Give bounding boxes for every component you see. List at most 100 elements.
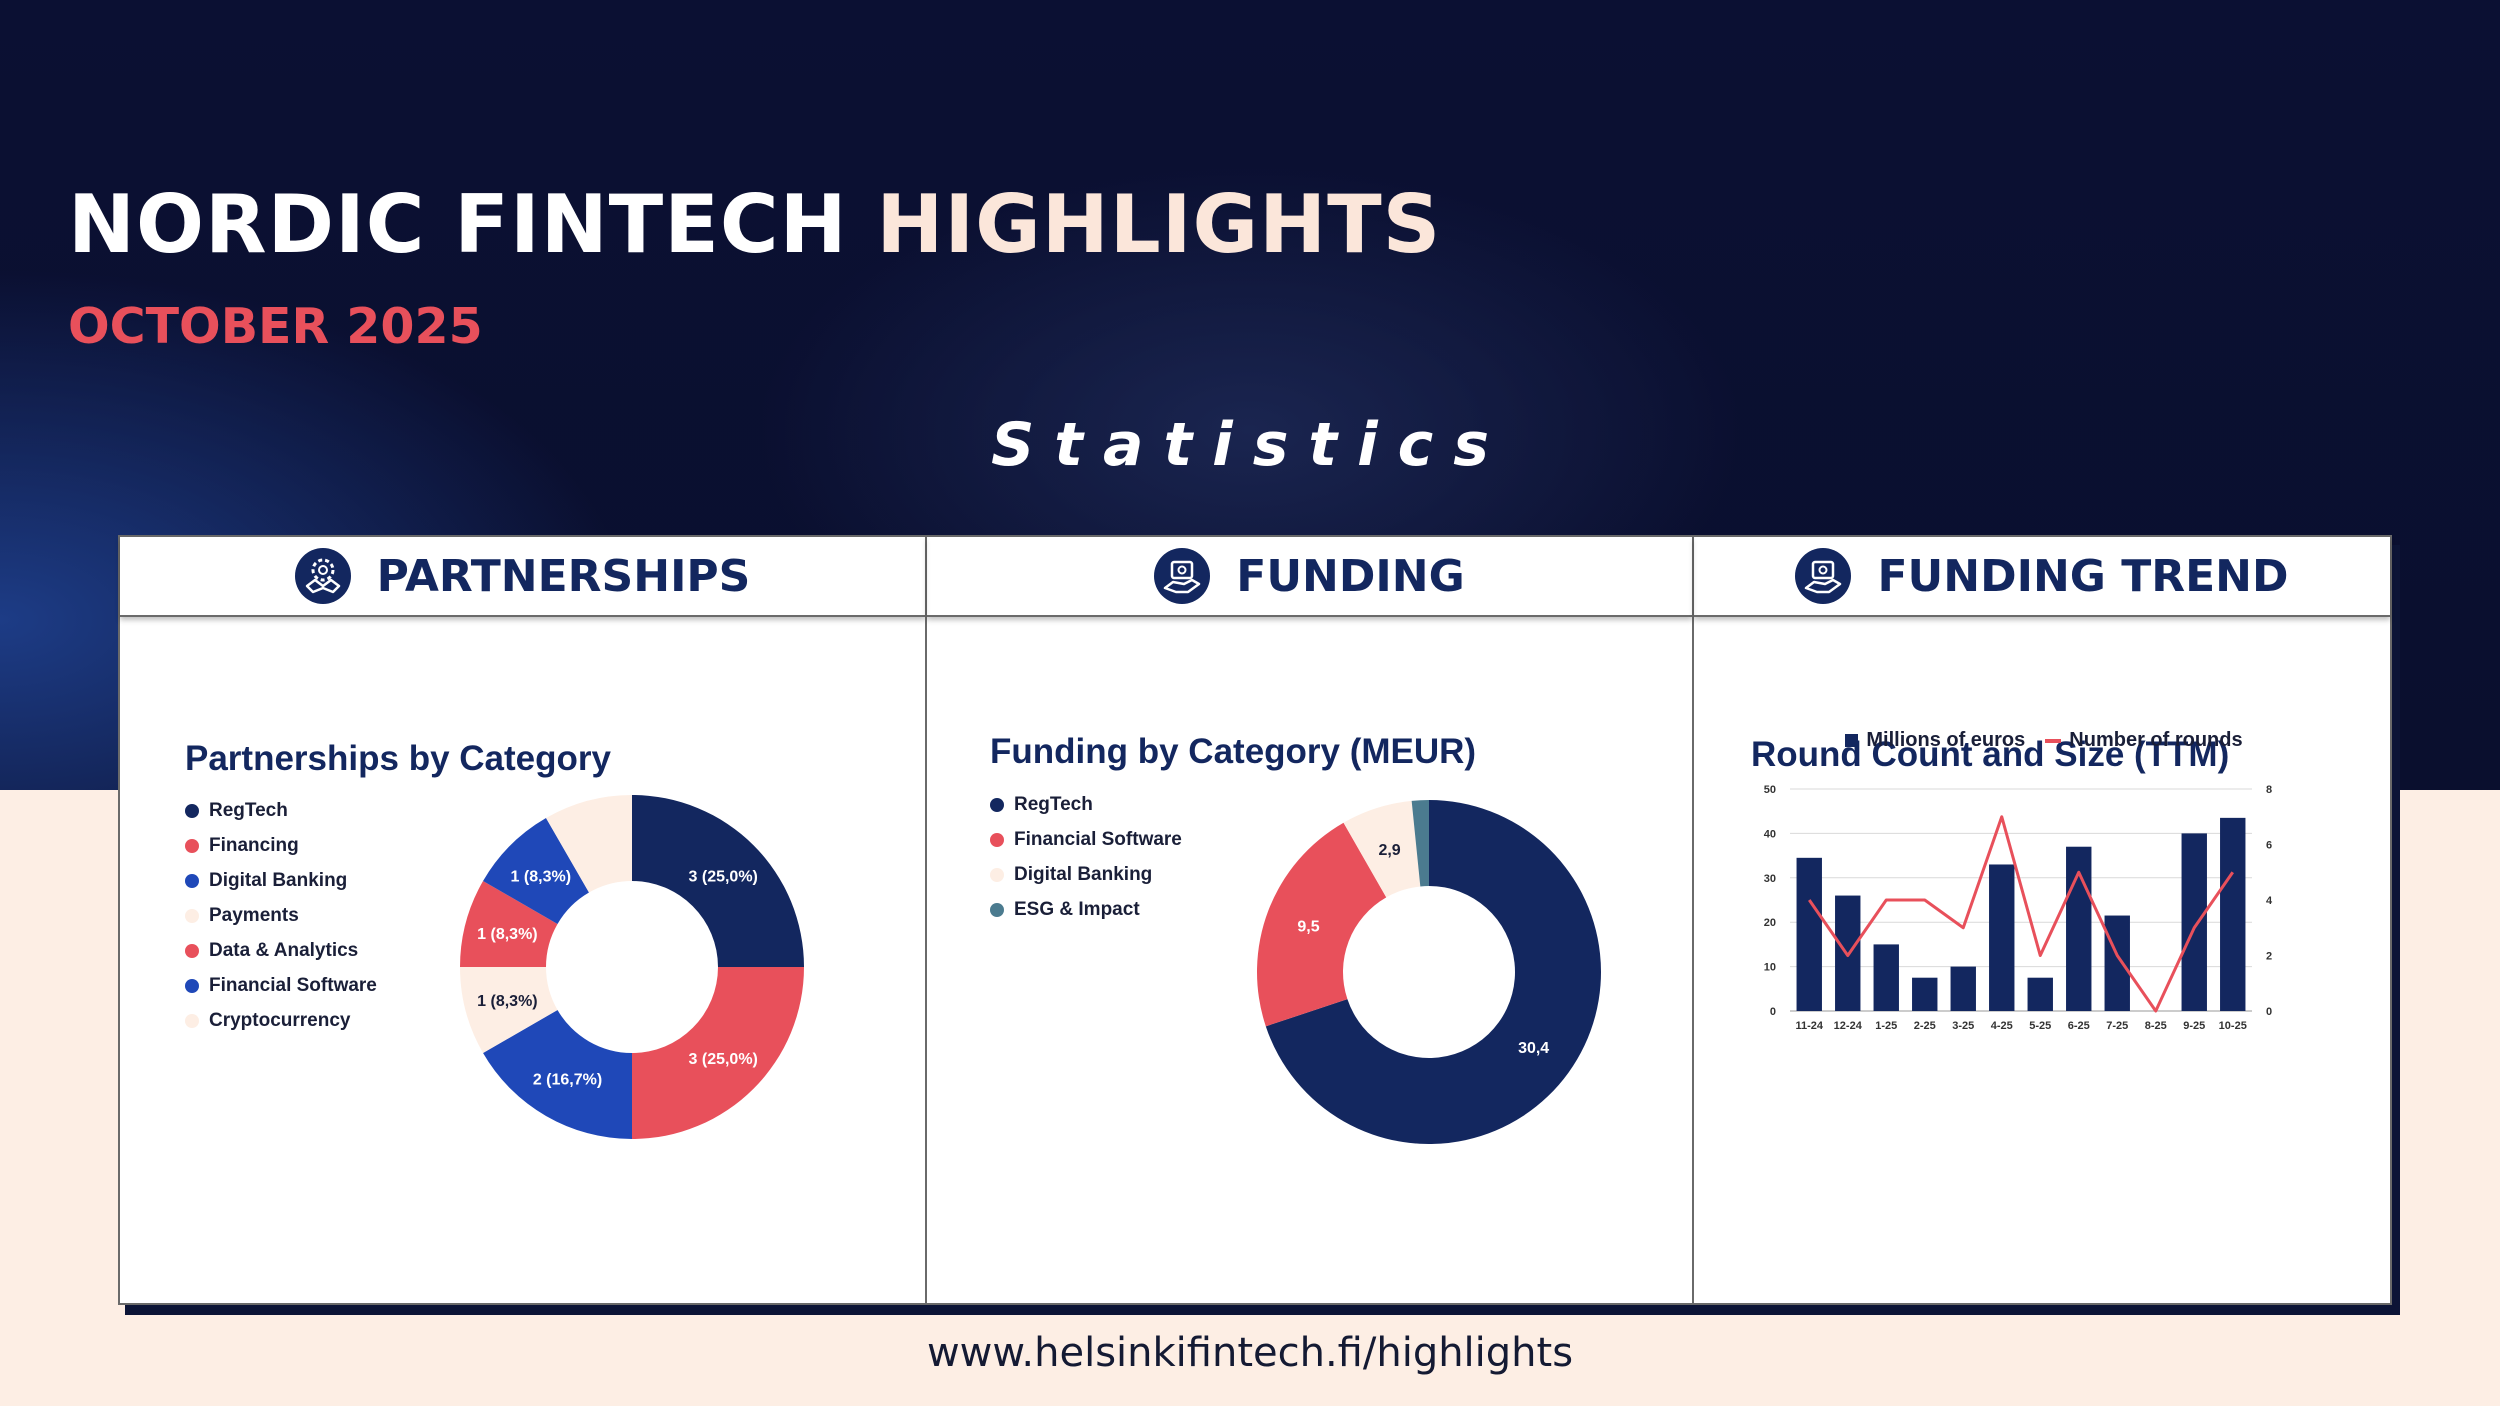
legend-swatch-bars [1845,734,1859,747]
legend-swatch-line [2045,738,2062,743]
legend-label: Data & Analytics [209,939,359,961]
legend-label: Financing [209,834,299,856]
slice-label: 9,5 [1297,919,1319,936]
legend-swatch [185,803,199,818]
slice-label: 2 (16,7%) [533,1071,602,1088]
x-tick-label: 10-25 [2219,1020,2247,1032]
legend-item-line: Number of rounds [2045,729,2243,752]
legend-item: Data & Analytics [185,933,377,968]
legend-swatch [990,867,1004,882]
y-right-tick-label: 4 [2266,895,2273,907]
legend-swatch [990,902,1004,917]
section-title: Statistics [991,410,1509,480]
slice-label: 3 (25,0%) [689,1051,758,1068]
legend-swatch [990,832,1004,847]
donut-slice [1265,800,1601,1144]
legend-swatch [185,978,199,993]
y-right-tick-label: 6 [2266,840,2272,852]
y-left-tick-label: 50 [1764,784,1776,796]
legend-item: RegTech [990,787,1182,822]
bar [1912,977,1938,1011]
legend-item: ESG & Impact [990,892,1182,927]
funding-trend-panel: FUNDING TREND Round Count and Size (TTM)… [1692,537,2390,1303]
legend-item: Cryptocurrency [185,1003,377,1038]
partnerships-panel: PARTNERSHIPS Partnerships by Category Re… [120,537,925,1303]
funding-legend: RegTech Financial Software Digital Banking… [990,787,1182,927]
legend-label: RegTech [209,799,288,821]
legend-label: Financial Software [209,974,377,996]
bar [1873,944,1899,1011]
slice-label: 1 (8,3%) [477,993,537,1010]
legend-item: Digital Banking [990,857,1182,892]
slice-label: 2,9 [1378,842,1400,859]
y-right-tick-label: 2 [2266,951,2272,963]
legend-label: RegTech [1014,793,1093,815]
funding-trend-header: FUNDING TREND [1694,537,2390,617]
slice-label: 3 (25,0%) [689,868,758,885]
funding-donut-chart: 30,4 9,5 2,9 [1257,800,1601,1144]
x-tick-label: 11-24 [1795,1020,1823,1032]
y-left-tick-label: 10 [1764,962,1776,974]
legend-label: Payments [209,904,299,926]
round-count-size-chart: 0 10 20 30 40 50 0 2 4 6 8 11-24 12-24 1-25 2-25 3-25 4-… [1764,784,2273,1032]
legend-item: Payments [185,898,377,933]
y-left-tick-label: 0 [1770,1006,1776,1018]
legend-item: Financial Software [990,822,1182,857]
legend-item-bars: Millions of euros [1845,729,2025,752]
bar [1796,857,1822,1011]
donut-slice [546,795,632,893]
page-subtitle: OCTOBER 2025 [68,298,483,355]
legend-item: Financial Software [185,968,377,1003]
x-tick-label: 4-25 [1991,1020,2013,1032]
legend-swatch [185,873,199,888]
statistics-board: PARTNERSHIPS Partnerships by Category Re… [118,535,2392,1305]
bar [1950,966,1976,1011]
money-hand-icon [1795,548,1852,604]
funding-heading: FUNDING [1236,550,1465,602]
bar [2104,915,2130,1011]
y-right-tick-label: 8 [2266,784,2272,796]
donut-slice [1343,800,1421,898]
legend-item: Financing [185,828,377,863]
legend-label: Financial Software [1014,828,1182,850]
partnerships-legend: RegTech Financing Digital Banking Payments D… [185,793,377,1038]
legend-label: Digital Banking [209,869,348,891]
x-tick-label: 12-24 [1834,1020,1863,1032]
bar [2220,817,2246,1011]
slice-label: 1 (8,3%) [477,926,537,943]
trend-chart-title: Round Count and Size (TTM) [1751,735,2230,774]
donut-slice [1257,822,1387,1027]
trend-legend: Millions of euros Number of rounds [1844,729,2244,752]
x-tick-label: 2-25 [1914,1020,1936,1032]
x-tick-label: 3-25 [1952,1020,1974,1032]
legend-swatch [185,838,199,853]
donut-slice [483,1010,632,1139]
y-right-tick-label: 0 [2266,1006,2272,1018]
legend-item: Digital Banking [185,863,377,898]
donut-slice [632,967,804,1139]
money-hand-icon [1154,548,1211,604]
bar [2027,977,2053,1011]
donut-slice [632,795,804,967]
legend-swatch [185,943,199,958]
donut-slice [460,881,558,967]
x-tick-label: 8-25 [2145,1020,2167,1032]
y-left-tick-label: 30 [1764,873,1776,885]
y-left-tick-label: 20 [1764,917,1776,929]
x-tick-label: 9-25 [2183,1020,2205,1032]
rounds-line [1808,815,2234,1013]
handshake-gear-icon [294,548,351,604]
footer-url: www.helsinkifintech.fi/highlights [926,1330,1574,1376]
legend-label: ESG & Impact [1014,898,1140,920]
bar [2181,833,2207,1011]
partnerships-heading: PARTNERSHIPS [376,550,751,602]
slice-label: 30,4 [1518,1040,1549,1057]
bar [1989,864,2015,1011]
legend-item: RegTech [185,793,377,828]
legend-label: Digital Banking [1014,863,1153,885]
funding-header: FUNDING [927,537,1692,617]
donut-slice [1411,800,1429,887]
page-title: NORDIC FINTECH HIGHLIGHTS [68,178,1442,271]
legend-swatch [185,908,199,923]
funding-trend-heading: FUNDING TREND [1877,550,2289,602]
